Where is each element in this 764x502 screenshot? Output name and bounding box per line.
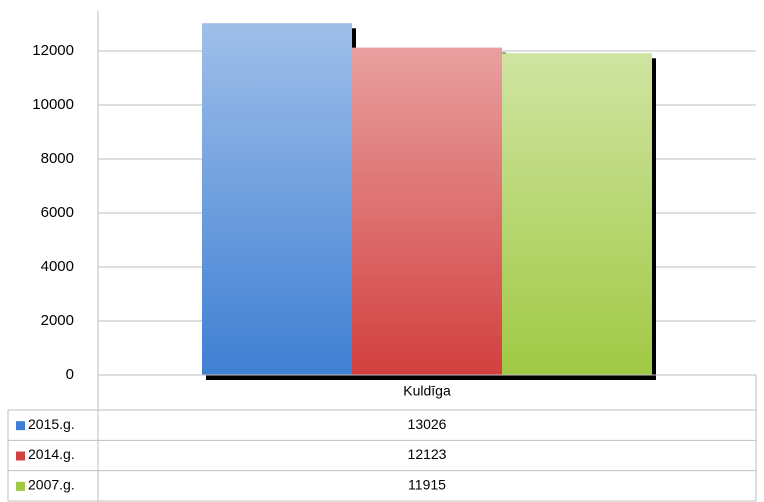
y-tick-label: 0 bbox=[66, 366, 74, 383]
legend-swatch bbox=[16, 481, 25, 491]
legend-label: 2007.g. bbox=[28, 477, 75, 493]
table-value: 12123 bbox=[408, 446, 447, 462]
bar-sheen bbox=[352, 47, 502, 375]
table-value: 11915 bbox=[408, 477, 446, 493]
y-tick-label: 8000 bbox=[41, 150, 74, 167]
table-value: 13026 bbox=[408, 416, 447, 432]
y-tick-label: 12000 bbox=[32, 42, 74, 59]
legend-swatch bbox=[16, 451, 25, 461]
bar-sheen bbox=[202, 23, 352, 375]
y-tick-label: 2000 bbox=[41, 312, 74, 329]
legend-swatch bbox=[16, 421, 25, 431]
y-tick-label: 10000 bbox=[32, 96, 74, 113]
legend-label: 2015.g. bbox=[28, 416, 75, 432]
y-tick-label: 6000 bbox=[41, 204, 74, 221]
y-tick-label: 4000 bbox=[41, 258, 74, 275]
bar-sheen bbox=[502, 53, 652, 376]
x-tick-label: Kuldīga bbox=[403, 383, 451, 399]
legend-label: 2014.g. bbox=[28, 446, 75, 462]
